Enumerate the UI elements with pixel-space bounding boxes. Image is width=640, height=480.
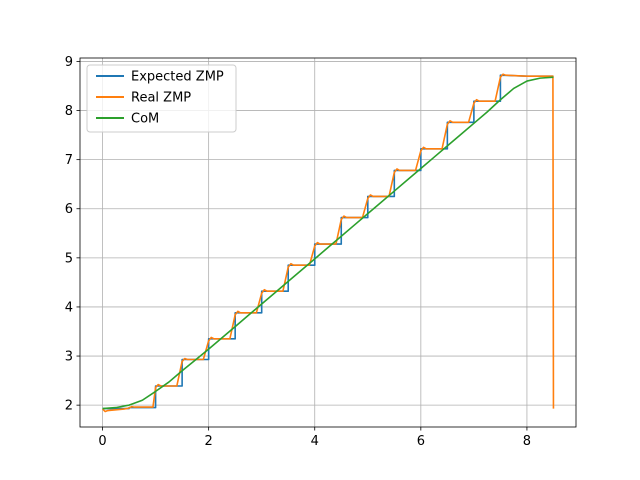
series-line-real-zmp	[102, 73, 555, 413]
x-tick-label: 4	[311, 434, 319, 449]
series-line-com	[102, 76, 554, 410]
legend-label-com: CoM	[131, 112, 159, 127]
y-tick-label: 7	[65, 153, 73, 168]
y-tick-label: 6	[65, 202, 73, 217]
y-tick-label: 3	[65, 350, 73, 365]
y-tick-label: 8	[65, 104, 73, 119]
plot-frame	[79, 57, 577, 428]
legend-label-expected-zmp: Expected ZMP	[131, 70, 224, 85]
legend-box	[86, 64, 237, 133]
y-tick-label: 4	[65, 300, 73, 315]
legend-label-real-zmp: Real ZMP	[131, 91, 191, 106]
legend: Expected ZMP Real ZMP CoM	[86, 64, 237, 133]
x-tick-label: 8	[523, 434, 531, 449]
y-tick-label: 2	[65, 399, 73, 414]
x-tick-label: 6	[417, 434, 425, 449]
axis-ticks: 0 2 4 6 8 2 3 4 5 6 7 8 9	[65, 55, 531, 449]
y-tick-label: 9	[65, 55, 73, 70]
x-tick-label: 2	[205, 434, 213, 449]
y-tick-label: 5	[65, 251, 73, 266]
x-tick-label: 0	[98, 434, 106, 449]
series-layer	[102, 73, 555, 413]
